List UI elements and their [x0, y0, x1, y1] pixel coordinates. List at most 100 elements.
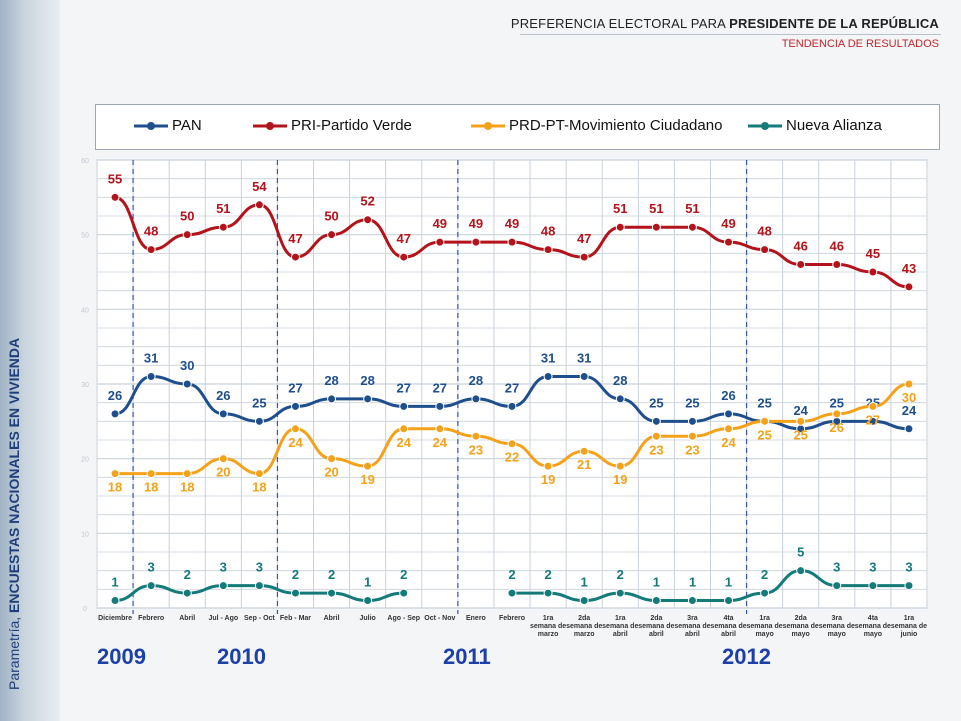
data-point-PRD: [543, 461, 553, 471]
data-point-NA: [868, 581, 878, 591]
data-point-NA: [363, 596, 373, 606]
data-point-PRI: [832, 260, 842, 270]
series-line-PRI: [114, 195, 910, 289]
data-point-NA: [290, 588, 300, 598]
x-tick-label: 1ra semana de abril: [602, 615, 638, 638]
data-point-PRI: [435, 237, 445, 247]
data-label-PRI: 48: [144, 224, 158, 239]
data-label-PAN: 27: [397, 380, 411, 395]
data-label-NA: 1: [689, 575, 696, 590]
data-label-PAN: 30: [180, 358, 194, 373]
data-label-PRI: 51: [613, 201, 627, 216]
legend-swatch-PRD: [471, 121, 505, 130]
x-tick-label: Sep - Oct: [244, 615, 275, 622]
data-label-PRI: 47: [577, 231, 591, 246]
data-label-PRI: 54: [252, 179, 267, 194]
data-label-NA: 2: [400, 567, 407, 582]
x-tick-label: Oct - Nov: [424, 615, 455, 622]
data-label-PAN: 25: [649, 395, 663, 410]
data-label-PAN: 28: [469, 373, 483, 388]
data-label-PAN: 31: [144, 351, 158, 366]
data-label-PRI: 49: [721, 216, 735, 231]
data-label-PRI: 51: [216, 201, 230, 216]
data-point-PAN: [904, 424, 914, 434]
data-point-PRD: [651, 431, 661, 441]
data-point-PRI: [254, 200, 264, 210]
data-label-PRI: 49: [433, 216, 447, 231]
legend-swatch-PRI: [253, 121, 287, 130]
data-label-NA: 2: [544, 567, 551, 582]
data-label-NA: 1: [581, 575, 588, 590]
data-label-PRI: 45: [866, 246, 880, 261]
data-label-PRI: 51: [649, 201, 663, 216]
data-point-PAN: [435, 401, 445, 411]
data-point-PRI: [290, 252, 300, 262]
data-point-PRD: [796, 416, 806, 426]
x-tick-label: 1ra semana de marzo: [530, 615, 566, 638]
x-tick-label: Jul - Ago: [208, 615, 238, 622]
data-label-PRD: 23: [649, 442, 663, 457]
data-label-PRD: 24: [397, 435, 412, 450]
data-point-PRD: [868, 401, 878, 411]
data-label-NA: 3: [869, 560, 876, 575]
data-point-PAN: [507, 401, 517, 411]
x-tick-label: Abril: [324, 615, 340, 622]
data-label-PRD: 18: [180, 480, 194, 495]
data-point-PAN: [615, 394, 625, 404]
legend-swatch-NA: [748, 121, 782, 130]
x-tick-label: 2da semana de mayo: [783, 615, 819, 638]
data-point-PRD: [218, 454, 228, 464]
data-point-PAN: [110, 409, 120, 419]
data-label-NA: 2: [292, 567, 299, 582]
data-point-PRD: [363, 461, 373, 471]
data-point-PRI: [218, 222, 228, 232]
legend-label-PRI: PRI-Partido Verde: [291, 117, 412, 134]
data-label-NA: 1: [725, 575, 732, 590]
legend-label-PAN: PAN: [172, 117, 202, 134]
data-label-PAN: 28: [324, 373, 338, 388]
data-label-PRD: 23: [469, 442, 483, 457]
data-point-PRI: [579, 252, 589, 262]
page-subtitle: TENDENCIA DE RESULTADOS: [781, 38, 939, 50]
legend-item-NA: Nueva Alianza: [748, 117, 882, 134]
x-tick-label: 1ra semana de junio: [891, 615, 927, 638]
data-label-NA: 1: [111, 575, 118, 590]
data-label-PRI: 50: [324, 209, 338, 224]
data-point-NA: [832, 581, 842, 591]
data-point-PRD: [182, 469, 192, 479]
data-label-PAN: 31: [541, 351, 555, 366]
data-label-PAN: 25: [252, 395, 266, 410]
data-point-PAN: [543, 372, 553, 382]
data-point-PRD: [471, 431, 481, 441]
data-point-NA: [651, 596, 661, 606]
data-point-PRD: [687, 431, 697, 441]
data-point-PAN: [182, 379, 192, 389]
y-tick-label: 30: [81, 382, 89, 389]
data-label-NA: 3: [905, 560, 912, 575]
data-label-PRD: 19: [613, 472, 627, 487]
x-tick-label: Ago - Sep: [387, 615, 420, 622]
legend-label-PRD: PRD-PT-Movimiento Ciudadano: [509, 117, 723, 134]
data-point-PRI: [724, 237, 734, 247]
data-point-PAN: [254, 416, 264, 426]
data-point-PRI: [399, 252, 409, 262]
data-point-PAN: [290, 401, 300, 411]
data-point-PRI: [327, 230, 337, 240]
data-point-NA: [760, 588, 770, 598]
data-label-PRD: 18: [144, 480, 158, 495]
data-label-PRI: 47: [397, 231, 411, 246]
y-tick-label: 40: [81, 307, 89, 314]
data-label-NA: 2: [761, 567, 768, 582]
data-label-PRD: 27: [866, 412, 880, 427]
data-label-PRI: 50: [180, 209, 194, 224]
data-point-PRD: [904, 379, 914, 389]
data-point-PAN: [146, 372, 156, 382]
data-point-NA: [543, 588, 553, 598]
data-label-PRD: 19: [360, 472, 374, 487]
chart-legend: PAN PRI-Partido Verde PRD-PT-Movimiento Ci…: [95, 104, 940, 150]
data-point-PAN: [724, 409, 734, 419]
legend-swatch-PAN: [134, 121, 168, 130]
year-label-2010: 2010: [217, 644, 266, 669]
data-label-PAN: 28: [360, 373, 374, 388]
